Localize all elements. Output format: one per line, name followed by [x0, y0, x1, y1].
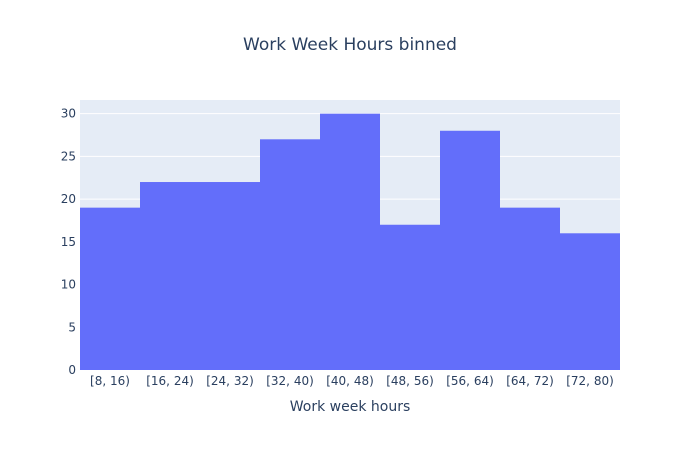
bar-8: [560, 233, 620, 370]
bar-0: [80, 207, 140, 370]
bar-5: [380, 224, 440, 370]
x-tick-label: [48, 56): [386, 374, 434, 388]
y-tick-label: 10: [61, 278, 76, 292]
x-tick-label: [64, 72): [506, 374, 554, 388]
chart-title: Work Week Hours binned: [243, 35, 457, 55]
bars: [80, 113, 620, 370]
y-tick-label: 30: [61, 107, 76, 121]
bar-6: [440, 130, 500, 370]
bar-1: [140, 182, 200, 370]
x-tick-label: [56, 64): [446, 374, 494, 388]
bar-7: [500, 207, 560, 370]
x-tick-label: [24, 32): [206, 374, 254, 388]
y-tick-label: 20: [61, 192, 76, 206]
y-tick-label: 15: [61, 235, 76, 249]
x-tick-label: [8, 16): [90, 374, 130, 388]
y-axis-ticks: 0 5 10 15 20 25 30: [61, 107, 76, 377]
x-tick-label: [16, 24): [146, 374, 194, 388]
x-tick-label: [32, 40): [266, 374, 314, 388]
x-tick-label: [40, 48): [326, 374, 374, 388]
x-axis-ticks: [8, 16) [16, 24) [24, 32) [32, 40) [40, 48) […: [90, 374, 614, 388]
y-tick-label: 5: [68, 320, 76, 334]
y-tick-label: 25: [61, 149, 76, 163]
x-tick-label: [72, 80): [566, 374, 614, 388]
bar-3: [260, 139, 320, 370]
bar-4: [320, 113, 380, 370]
x-axis-title: Work week hours: [290, 399, 411, 415]
y-tick-label: 0: [68, 363, 76, 377]
bar-2: [200, 182, 260, 370]
